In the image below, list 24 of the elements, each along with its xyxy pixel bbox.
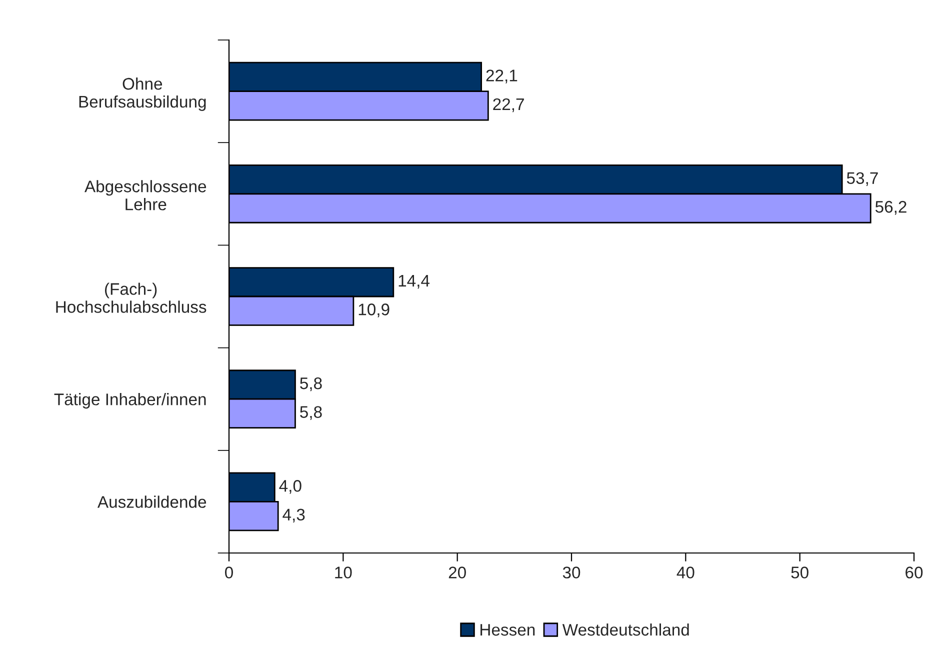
data-label: 56,2 (875, 200, 906, 215)
data-label: 5,8 (300, 406, 322, 420)
y-tick-label: (Fach-) Hochschulabschluss (56, 282, 206, 313)
data-label: 5,8 (300, 377, 322, 392)
x-tick-label: 60 (906, 566, 923, 578)
legend-label: Hessen (480, 624, 535, 636)
y-tick-label: Tätige Inhaber/innen (54, 393, 206, 409)
legend-label: Westdeutschland (562, 623, 689, 636)
data-label: 22,7 (493, 98, 524, 112)
data-label: 4,3 (282, 508, 305, 523)
x-tick-label: 10 (335, 566, 352, 578)
data-label: 22,1 (486, 70, 518, 84)
y-tick-label: Auszubildende (97, 496, 206, 508)
data-label: 14,4 (398, 274, 430, 289)
x-tick-label: 20 (448, 566, 466, 578)
x-tick-label: 30 (562, 566, 580, 578)
data-label: 53,7 (846, 172, 878, 186)
y-tick-label: Abgeschlossene Lehre (84, 180, 206, 210)
y-tick-label: Ohne Berufsausbildung (79, 77, 206, 111)
x-tick-label: 40 (676, 566, 694, 578)
data-label: 4,0 (279, 480, 302, 494)
data-label: 10,9 (358, 304, 390, 318)
x-tick-label: 0 (225, 566, 233, 578)
x-tick-label: 50 (791, 566, 808, 578)
